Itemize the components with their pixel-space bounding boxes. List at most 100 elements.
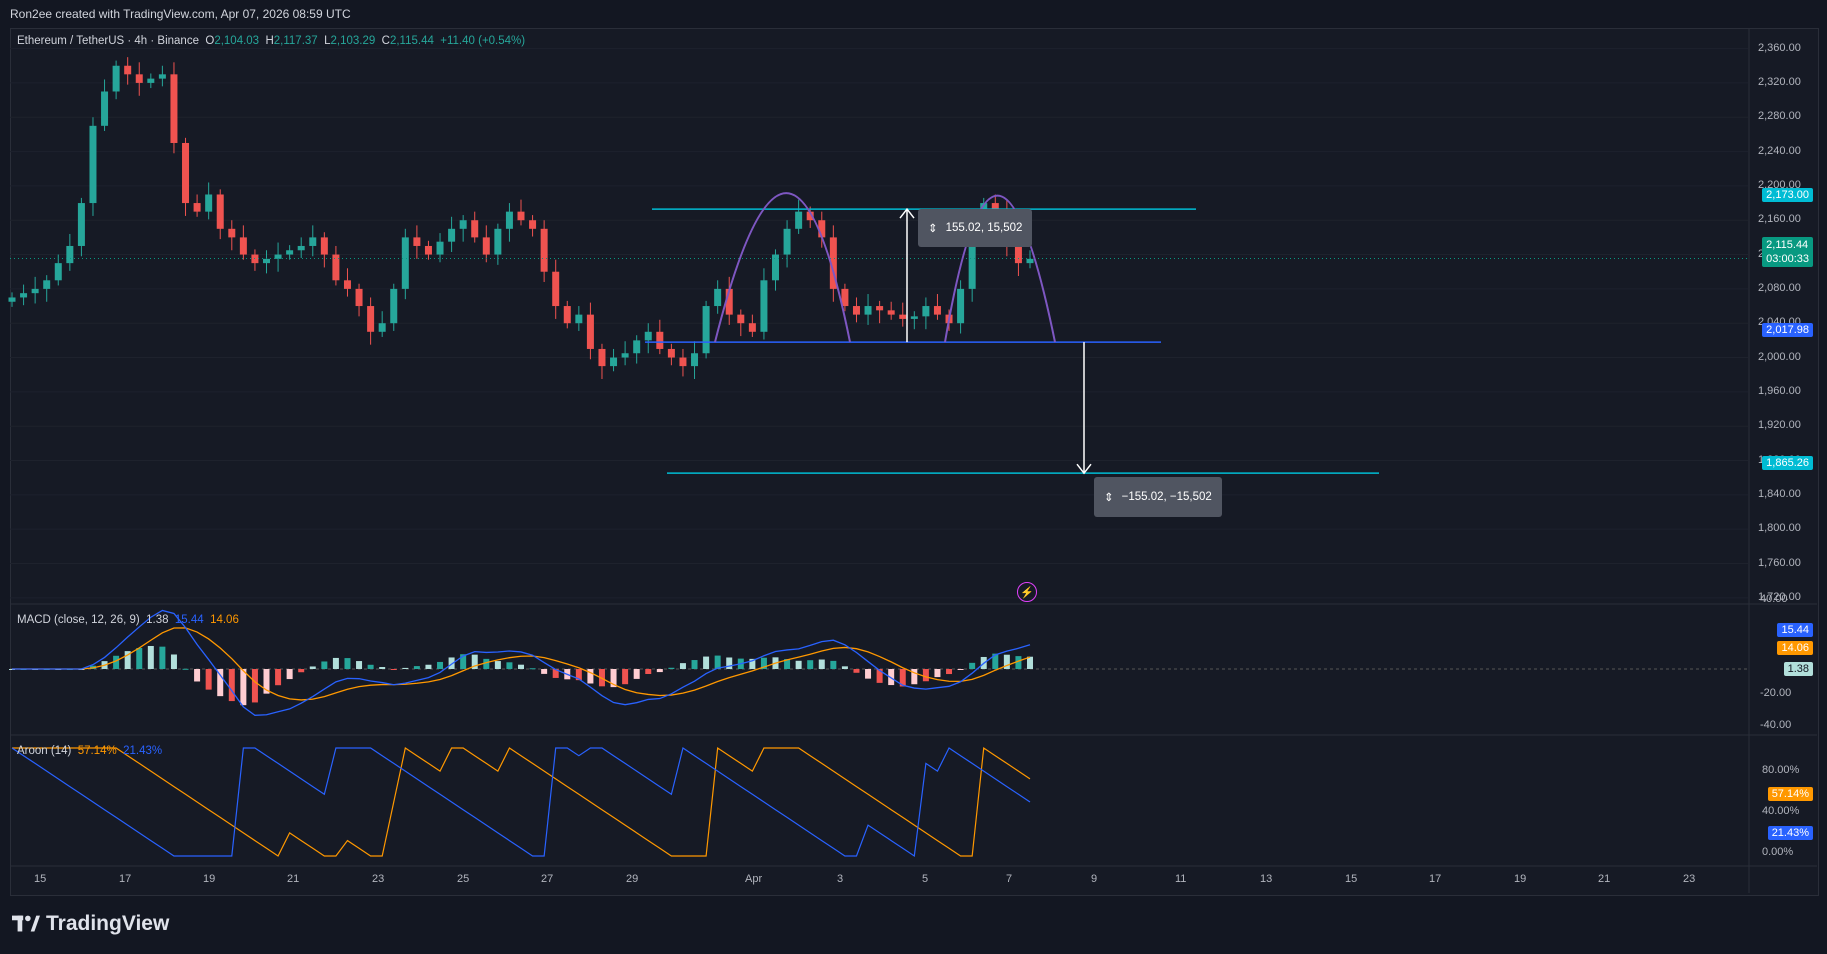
candle-body [205,194,213,212]
close-value: 2,115.44 [389,35,434,47]
candle-body [922,306,930,317]
measure-up-label: 155.02, 15,502 [945,222,1023,234]
tradingview-logo[interactable]: TradingView [12,912,169,936]
price-axis-label: 2,160.00 [1758,213,1801,226]
macd-histogram-bar [506,662,513,669]
macd-histogram-bar [251,669,258,703]
candle-body [1026,258,1034,264]
high-value: 2,117.37 [273,35,318,47]
candle-body [193,203,201,212]
macd-histogram-bar [656,669,663,673]
price-axis-label: 2,200.00 [1758,178,1801,191]
candle-body [448,228,456,242]
macd-histogram-bar [124,651,131,669]
candle-body [933,306,941,315]
candle-body [182,142,190,204]
candle-body [239,237,247,255]
macd-histogram-bar [541,669,548,674]
aroon-down-line [11,747,1031,858]
signal-tag: 14.06 [1777,641,1813,655]
macd-histogram-bar [1015,656,1022,669]
candle-body [772,254,779,281]
close-label: C [381,35,390,47]
macd-histogram-bar [714,655,721,669]
time-axis-label: 9 [1091,873,1098,885]
measure-up-box[interactable]: ⇕ 155.02, 15,502 [918,209,1033,247]
brand-name: TradingView [46,912,170,935]
time-axis-label: 15 [1345,873,1358,885]
aroon-axis-label: 40.00% [1762,805,1800,817]
second-top-arc [944,194,1056,343]
candle-body [367,306,375,332]
candle-body [876,306,884,311]
macd-axis-label: -40.00 [1760,719,1792,731]
candle-body [332,254,340,281]
measure-icon: ⇕ [1104,492,1114,504]
candle-body [760,280,768,332]
candle-body [725,288,733,315]
macd-histogram-bar [390,669,397,670]
macd-histogram-bar [205,669,212,690]
credit-text: Ron2ee created with TradingView.com, Apr… [10,7,351,21]
aroon-title[interactable]: Aroon (14) [17,745,72,757]
aroon-up-value: 57.14% [77,745,117,757]
candle-body [101,91,109,126]
candle-body [170,74,178,143]
macd-histogram-bar [760,657,767,669]
candle-body [679,357,687,367]
resistance-tag: 2,173.00 [1762,188,1813,202]
candle-body [471,220,479,238]
candle-body [343,280,351,289]
time-axis-label: 29 [626,873,639,885]
macd-histogram-bar [957,669,964,670]
top-bar: Ron2ee created with TradingView.com, Apr… [0,0,1827,28]
macd-histogram-bar [344,658,351,669]
candle-body [320,237,328,255]
candle-body [112,65,120,92]
candle-body [436,241,444,255]
measure-down-box[interactable]: ⇕ −155.02, −15,502 [1094,477,1222,517]
candle-body [702,306,710,354]
hist-tag: 1.38 [1783,662,1813,676]
price-axis-label: 1,960.00 [1758,384,1801,397]
candle-body [783,228,791,255]
macd-axis-label: 40.00 [1760,593,1788,605]
candle-body [737,314,745,324]
candle-body [852,306,860,315]
price-axis-label: 2,000.00 [1758,350,1801,363]
aroon-axis-label: 0.00% [1762,846,1794,858]
macd-histogram-bar [194,669,201,682]
macd-histogram-bar [356,661,363,669]
measure-icon: ⇕ [928,223,938,235]
time-axis-label: 11 [1175,873,1187,885]
macd-title[interactable]: MACD (close, 12, 26, 9) [17,614,140,626]
macd-histogram-bar [749,658,756,669]
symbol-label[interactable]: Ethereum / TetherUS · 4h · Binance [17,35,199,47]
macd-histogram-bar [888,669,895,686]
target-tag: 1,865.26 [1762,456,1813,470]
candle-body [841,288,849,307]
lightning-icon[interactable]: ⚡ [1017,582,1037,602]
aroon-down-tag: 21.43% [1767,826,1813,840]
macd-histogram-bar [795,660,802,669]
candle-body [748,323,756,332]
time-axis-label: 17 [119,873,132,885]
price-axis-label: 1,720.00 [1758,590,1801,603]
candle-body [401,237,409,289]
change-value: +11.40 (+0.54%) [440,35,526,47]
macd-histogram-bar [182,668,189,670]
time-axis-label: 3 [837,873,844,885]
macd-histogram-bar [483,658,490,669]
candle-body [644,331,652,341]
chart-frame[interactable] [10,28,1819,896]
candle-body [378,323,386,332]
macd-signal-line [12,627,1031,701]
macd-histogram-bar [321,661,328,669]
price-axis-label: 2,080.00 [1758,281,1801,294]
open-value: 2,104.03 [214,35,260,47]
macd-signal-value: 14.06 [210,614,239,626]
macd-histogram-bar [726,657,733,669]
candle-body [598,348,606,367]
time-axis-label: 25 [457,873,470,885]
